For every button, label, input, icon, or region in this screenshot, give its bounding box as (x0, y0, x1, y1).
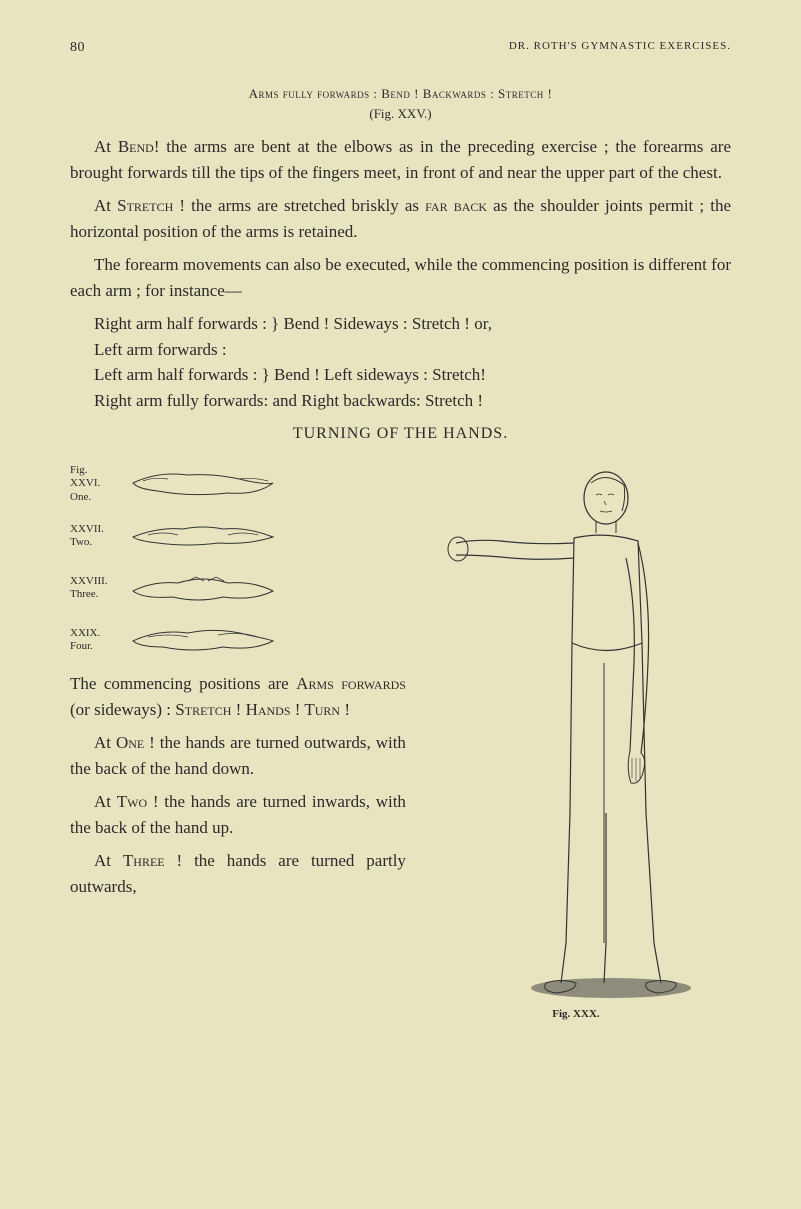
fig-xxix-row: XXIX. Four. (70, 619, 406, 661)
brace-block-1: Right arm half forwards : } Bend ! Sidew… (94, 311, 731, 362)
brace1b: Left arm forwards : (94, 340, 227, 359)
left-column: Fig. XXVI. One. XXVII. Two. (70, 463, 406, 1020)
hand-illustration-three (128, 567, 278, 609)
paragraph-3: The forearm movements can also be execut… (70, 252, 731, 303)
brace2rb: and Right backwards: Stretch ! (272, 391, 483, 410)
fig-xxv-label: (Fig. XXV.) (70, 106, 731, 122)
section-title: TURNING OF THE HANDS. (70, 425, 731, 443)
exercise-caption: Arms fully forwards : Bend ! Backwards :… (70, 86, 731, 102)
running-header: DR. ROTH'S GYMNASTIC EXERCISES. (509, 40, 731, 56)
page-number: 80 (70, 40, 85, 56)
fig-xxviii-row: XXVIII. Three. (70, 567, 406, 609)
hand-illustration-one (128, 463, 278, 505)
brace-block-2: Left arm half forwards : } Bend ! Left s… (94, 362, 731, 413)
left-paragraph-2: At One ! the hands are turned outwards, … (70, 730, 406, 781)
page: 80 DR. ROTH'S GYMNASTIC EXERCISES. Arms … (0, 0, 801, 1209)
hand-illustration-two (128, 515, 278, 557)
left-paragraph-4: At Three ! the hands are turned partly o… (70, 848, 406, 899)
figure-illustration (446, 463, 706, 1003)
two-column-layout: Fig. XXVI. One. XXVII. Two. (70, 463, 731, 1020)
fig-xxx-caption: Fig. XXX. (552, 1008, 599, 1020)
fig-xxvi-row: Fig. XXVI. One. (70, 463, 406, 505)
right-column: Fig. XXX. (421, 463, 731, 1020)
fig-xxviii-label: XXVIII. Three. (70, 575, 120, 601)
fig-xxix-label: XXIX. Four. (70, 627, 120, 653)
brace1r: Bend ! Sideways : Stretch ! or, (283, 314, 491, 333)
paragraph-2: At Stretch ! the arms are stretched bris… (70, 193, 731, 244)
brace1a: Right arm half forwards : (94, 314, 267, 333)
header-line: 80 DR. ROTH'S GYMNASTIC EXERCISES. (70, 40, 731, 56)
hand-illustration-four (128, 619, 278, 661)
brace2b: Right arm fully forwards: (94, 391, 268, 410)
fig-xxvii-label: XXVII. Two. (70, 523, 120, 549)
fig-xxvi-label: Fig. XXVI. One. (70, 464, 120, 504)
left-paragraph-3: At Two ! the hands are turned inwards, w… (70, 789, 406, 840)
left-paragraph-1: The commencing positions are Arms forwar… (70, 671, 406, 722)
paragraph-1: At Bend! the arms are bent at the elbows… (70, 134, 731, 185)
brace2ra: Bend ! Left sideways : Stretch! (274, 365, 486, 384)
fig-xxvii-row: XXVII. Two. (70, 515, 406, 557)
brace2a: Left arm half forwards : (94, 365, 257, 384)
